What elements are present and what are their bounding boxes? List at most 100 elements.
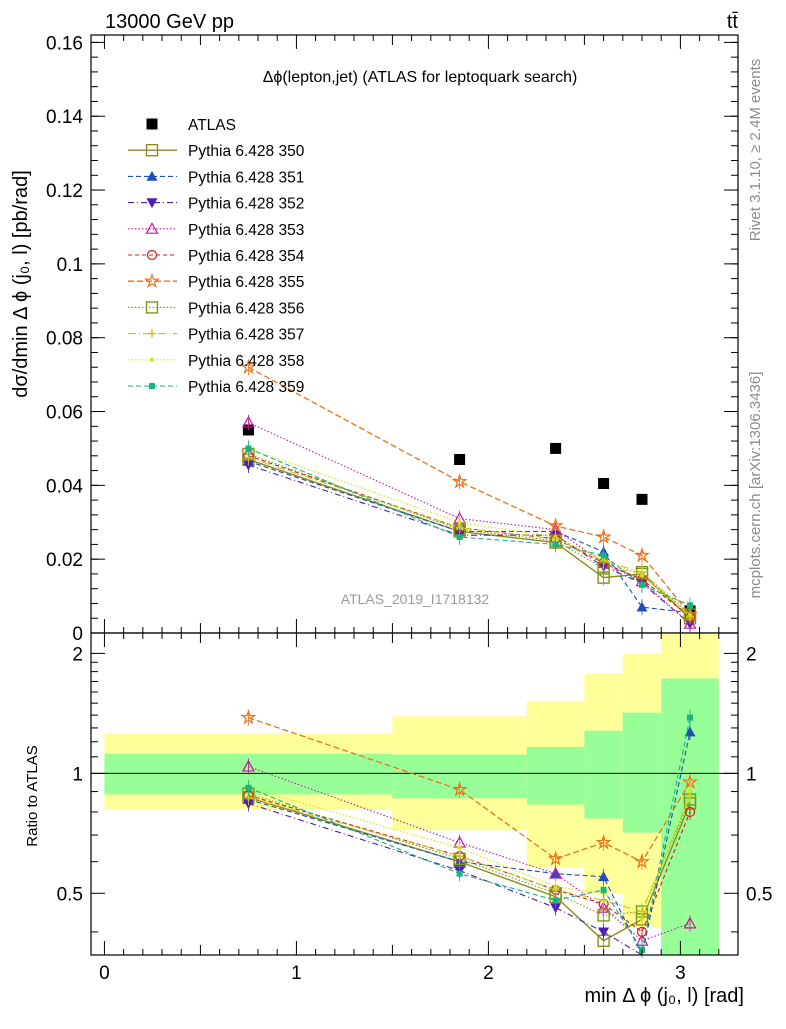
legend-label-pythia-6-428-356: Pythia 6.428 356: [188, 300, 304, 317]
uncertainty-band-green: [622, 712, 662, 833]
x-axis-label: min Δ ϕ (j₀, l) [rad]: [584, 985, 744, 1007]
point-pythia-6-428-358: [640, 917, 645, 922]
point-pythia-6-428-353: [241, 759, 255, 772]
analysis-id: ATLAS_2019_I1718132: [341, 591, 490, 607]
series-line-pythia-6-428-356: [248, 453, 691, 615]
point-pythia-6-428-358: [688, 612, 693, 617]
point-atlas: [636, 493, 648, 505]
legend-label-pythia-6-428-353: Pythia 6.428 353: [188, 222, 304, 239]
point-pythia-6-428-358: [640, 573, 645, 578]
process-label: tt̄: [727, 11, 739, 33]
x-tick-label: 0: [99, 963, 110, 984]
point-pythia-6-428-353: [241, 415, 255, 428]
legend-label-pythia-6-428-354: Pythia 6.428 354: [188, 248, 305, 265]
series-line-pythia-6-428-351: [248, 731, 691, 957]
point-pythia-6-428-354: [636, 926, 648, 937]
ratio-tick-label: 1: [746, 764, 757, 785]
point-pythia-6-428-358: [457, 845, 462, 850]
point-pythia-6-428-355: [633, 547, 651, 563]
point-pythia-6-428-359: [456, 534, 463, 541]
point-pythia-6-428-359: [687, 714, 694, 721]
point-pythia-6-428-356: [597, 909, 610, 922]
point-pythia-6-428-358: [457, 520, 462, 525]
point-pythia-6-428-358: [553, 884, 558, 889]
point-pythia-6-428-351: [636, 601, 648, 612]
point-pythia-6-428-359: [245, 445, 252, 452]
ratio-tick-label: 0.5: [746, 884, 772, 905]
point-pythia-6-428-355: [451, 473, 468, 489]
legend-marker-pythia-6-428-358: [150, 357, 154, 362]
y-tick-label: 0.04: [46, 476, 83, 497]
legend-marker-pythia-6-428-354: [146, 249, 158, 261]
point-pythia-6-428-355: [240, 709, 257, 725]
series-line-pythia-6-428-357: [248, 457, 691, 617]
y-tick-label: 0.08: [46, 329, 83, 350]
main-panel: 0 0.02 0.04 0.06 0.08 0.1 0.12 0.14 0.16: [46, 33, 739, 645]
legend-marker-pythia-6-428-350: [145, 143, 159, 157]
point-pythia-6-428-359: [456, 870, 463, 877]
x-tick-label: 1: [291, 963, 302, 984]
y-tick-label: 0.02: [46, 550, 83, 571]
point-pythia-6-428-359: [600, 552, 607, 559]
point-pythia-6-428-359: [639, 582, 646, 589]
ratio-tick-label: 2: [746, 644, 757, 665]
legend-marker-pythia-6-428-359: [149, 383, 155, 389]
energy-label: 13000 GeV pp: [105, 11, 234, 33]
legend-label-pythia-6-428-358: Pythia 6.428 358: [188, 353, 304, 370]
point-pythia-6-428-359: [245, 784, 252, 791]
series-line-pythia-6-428-358: [248, 787, 691, 921]
x-tick-label: 3: [675, 963, 686, 984]
point-pythia-6-428-358: [688, 789, 693, 794]
ratio-panel: 0 1 2 3 0.5 0.5 1 1 2 2: [57, 632, 772, 984]
series-line-pythia-6-428-355: [248, 716, 691, 863]
legend-marker-pythia-6-428-357: [148, 329, 156, 338]
legend-label-pythia-6-428-359: Pythia 6.428 359: [188, 379, 304, 396]
uncertainty-band-green: [526, 746, 585, 805]
legend-label-pythia-6-428-351: Pythia 6.428 351: [188, 169, 304, 186]
y-tick-label: 0.12: [46, 181, 83, 202]
point-atlas: [598, 478, 610, 489]
point-pythia-6-428-353: [683, 916, 697, 929]
point-pythia-6-428-353: [683, 617, 697, 629]
point-pythia-6-428-355: [240, 358, 257, 375]
point-pythia-6-428-359: [687, 602, 694, 609]
legend-marker-pythia-6-428-353: [145, 222, 159, 234]
legend-label-pythia-6-428-357: Pythia 6.428 357: [188, 327, 304, 344]
point-pythia-6-428-359: [600, 886, 607, 893]
legend: ATLAS Pythia 6.428 350 Pythia 6.428 351 Pyt…: [128, 117, 305, 396]
source-label: mcplots.cern.ch [arXiv:1306.3436]: [747, 372, 764, 599]
legend-label-pythia-6-428-352: Pythia 6.428 352: [188, 196, 304, 213]
series-line-pythia-6-428-351: [248, 460, 691, 614]
main-ylabel: dσ/dmin Δ ϕ (j₀, l) [pb/rad]: [10, 170, 32, 398]
ratio-tick-label: 0.5: [57, 884, 83, 905]
point-pythia-6-428-355: [595, 834, 612, 850]
point-pythia-6-428-355: [595, 528, 612, 544]
series-line-pythia-6-428-359: [248, 717, 691, 952]
point-pythia-6-428-355: [451, 781, 468, 797]
y-tick-label: 0.06: [46, 403, 83, 424]
point-pythia-6-428-352: [598, 927, 610, 938]
series-line-pythia-6-428-350: [248, 796, 691, 942]
point-pythia-6-428-355: [633, 853, 651, 869]
legend-label-pythia-6-428-355: Pythia 6.428 355: [188, 274, 304, 291]
point-atlas: [550, 442, 562, 454]
legend-marker-pythia-6-428-351: [146, 170, 158, 181]
point-pythia-6-428-351: [598, 871, 610, 882]
y-tick-label: 0: [72, 624, 83, 645]
uncertainty-band-green: [584, 730, 623, 819]
y-tick-label: 0.1: [57, 255, 83, 276]
x-tick-label: 2: [483, 963, 494, 984]
ratio-tick-label: 2: [72, 644, 83, 665]
point-pythia-6-428-359: [552, 897, 559, 904]
series-line-pythia-6-428-356: [248, 792, 691, 916]
legend-marker-pythia-6-428-356: [145, 301, 159, 314]
legend-marker-pythia-6-428-352: [146, 198, 158, 209]
ratio-ylabel: Ratio to ATLAS: [24, 745, 41, 846]
legend-label-atlas: ATLAS: [188, 117, 236, 134]
point-pythia-6-428-351: [684, 726, 696, 737]
point-pythia-6-428-353: [549, 866, 563, 879]
legend-label-pythia-6-428-350: Pythia 6.428 350: [188, 143, 305, 160]
y-tick-label: 0.16: [46, 33, 83, 54]
point-pythia-6-428-355: [547, 517, 564, 533]
